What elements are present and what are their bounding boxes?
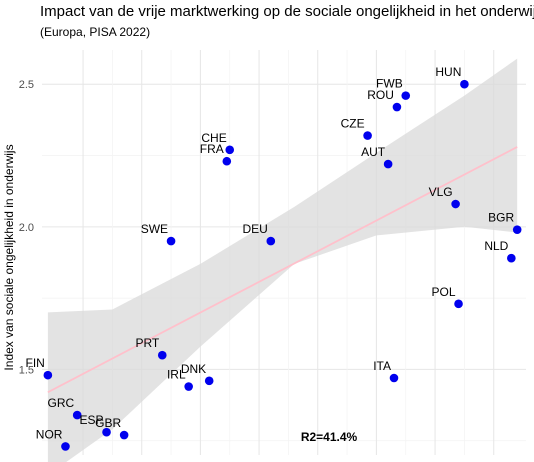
data-point-aut — [383, 159, 393, 169]
data-point-fwb — [401, 91, 411, 100]
point-label-rou: ROU — [367, 88, 394, 102]
point-label-deu: DEU — [242, 222, 267, 236]
point-label-nor: NOR — [36, 427, 63, 441]
data-point-dnk — [204, 376, 214, 386]
data-point-nor — [61, 442, 70, 451]
data-point-nld — [507, 253, 516, 263]
data-point-rou — [392, 102, 402, 112]
trend-line — [47, 146, 518, 394]
data-point-che — [225, 145, 235, 155]
point-label-prt: PRT — [135, 336, 159, 350]
point-label-grc: GRC — [48, 396, 75, 410]
point-label-cze: CZE — [341, 117, 365, 131]
point-label-vlg: VLG — [429, 185, 453, 199]
confidence-band-layer — [47, 58, 518, 462]
data-point-fin — [43, 370, 53, 380]
data-point-bgr — [512, 225, 522, 234]
data-point-ita — [389, 373, 399, 383]
points-layer — [43, 79, 522, 451]
y-tick-label: 1.5 — [19, 364, 34, 376]
point-label-fra: FRA — [200, 142, 224, 156]
confidence-band — [47, 58, 518, 462]
data-point-irl — [184, 382, 193, 391]
data-point-grc — [72, 410, 82, 420]
data-point-deu — [266, 236, 276, 246]
point-label-fwb: FWB — [376, 77, 403, 91]
point-label-esp: ESP — [80, 413, 104, 427]
data-point-gbr — [119, 430, 129, 440]
chart-subtitle: (Europa, PISA 2022) — [40, 25, 151, 39]
data-point-prt — [157, 350, 167, 360]
point-label-nld: NLD — [484, 239, 508, 253]
point-label-aut: AUT — [361, 145, 386, 159]
axis-layer: 1.5 2.0 2.5 Index van sociale ongelijkheid … — [2, 79, 358, 444]
data-point-fra — [222, 156, 232, 166]
point-label-fin: FIN — [26, 356, 45, 370]
trend-line-layer — [47, 146, 518, 394]
y-tick-label: 2.5 — [19, 79, 34, 91]
point-label-gbr: GBR — [95, 416, 121, 430]
data-point-swe — [166, 236, 176, 246]
data-point-hun — [460, 79, 469, 89]
data-point-pol — [454, 299, 463, 309]
point-label-bgr: BGR — [488, 211, 514, 225]
point-label-irl: IRL — [167, 368, 186, 382]
r2-annotation: R2=41.4% — [301, 430, 358, 444]
point-label-pol: POL — [432, 285, 456, 299]
point-label-hun: HUN — [435, 65, 461, 79]
point-label-che: CHE — [201, 131, 226, 145]
chart-title: Impact van de vrije marktwerking op de s… — [40, 3, 534, 20]
y-axis-title: Index van sociale ongelijkheid in onderw… — [2, 144, 16, 370]
point-label-ita: ITA — [373, 359, 391, 373]
point-label-dnk: DNK — [181, 362, 206, 376]
point-label-swe: SWE — [141, 222, 168, 236]
data-point-vlg — [451, 199, 460, 209]
data-point-cze — [363, 131, 372, 140]
data-point-esp — [102, 427, 111, 437]
y-tick-label: 2.0 — [19, 222, 34, 234]
